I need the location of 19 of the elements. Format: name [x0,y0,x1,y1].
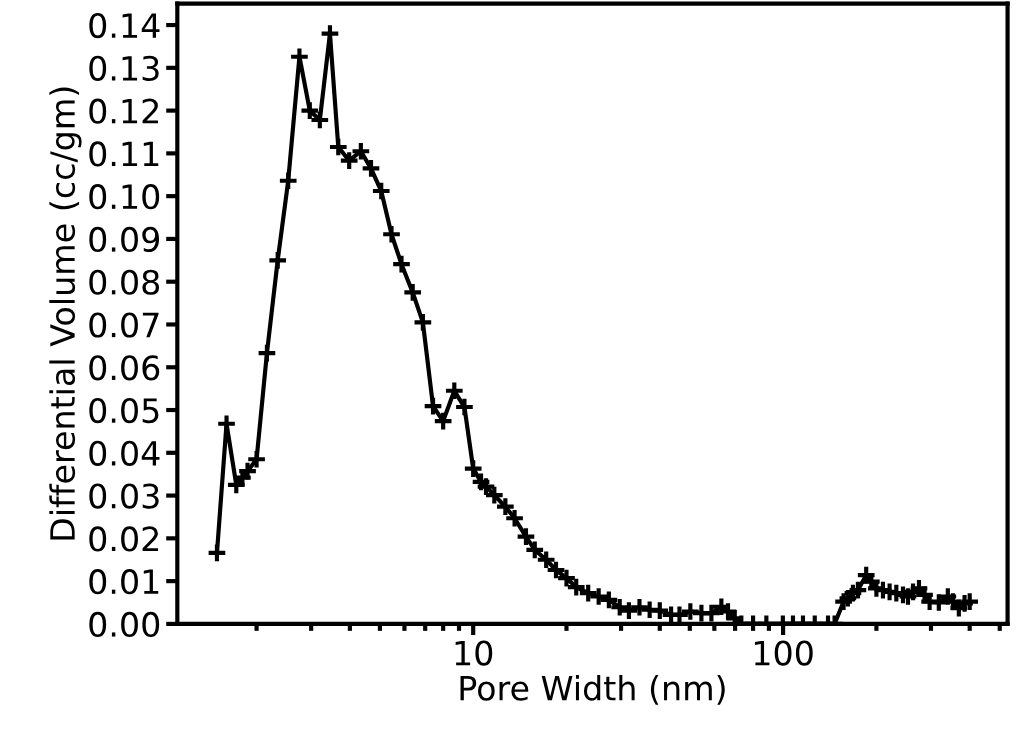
y-tick-label: 0.12 [89,98,159,124]
y-tick-label: 0.01 [89,569,159,595]
y-tick-label: 0.06 [89,355,160,381]
y-tick-label: 0.05 [89,397,159,424]
y-tick-label: 0.02 [89,526,159,552]
y-tick-label: 0.00 [89,611,160,638]
y-tick-label: 0.08 [89,269,160,295]
x-axis-title: Pore Width (nm) [460,674,725,705]
y-tick-label: 0.03 [89,483,159,509]
y-tick-label: 0.09 [89,226,160,253]
y-axis-title: Differential Volume (cc/gm) [49,87,82,540]
y-tick-label: 0.04 [89,440,160,466]
y-tick-label: 0.14 [89,12,160,39]
y-tick-label: 0.11 [89,141,159,167]
y-tick-label: 0.07 [89,312,159,338]
x-tick-label: 10 [455,640,493,666]
y-tick-label: 0.13 [89,55,159,81]
x-tick-label: 100 [754,640,813,666]
y-tick-label: 0.10 [89,184,160,210]
